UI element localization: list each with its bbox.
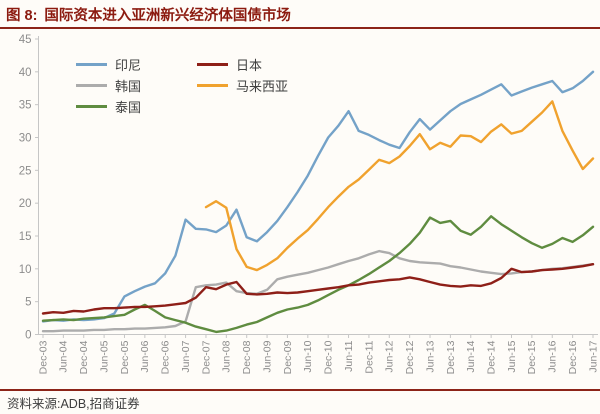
y-axis-tick-label: 30 [19,133,32,145]
legend-item-japan: 日本 [197,54,288,75]
x-axis-tick-label: Jun-17 [587,340,599,372]
y-axis-tick-label: 20 [19,198,32,210]
legend-item-malaysia: 马来西亚 [197,75,288,96]
legend-label-korea: 韩国 [115,79,142,94]
series-line-thailand [41,215,595,334]
x-axis-tick-label: Dec-10 [323,340,335,374]
chart-legend: 印尼韩国泰国 日本马来西亚 [76,54,288,117]
x-axis-tick-label: Jun-04 [58,340,70,372]
x-axis-tick-label: Dec-04 [78,340,90,374]
x-axis-tick-label: Jun-16 [547,340,559,372]
x-axis-tick-label: Jun-07 [180,340,192,372]
x-axis-tick-label: Jun-06 [139,340,151,372]
x-axis-tick-label: Jun-12 [384,340,396,372]
x-axis-tick-label: Dec-05 [119,340,131,374]
series-line-korea [41,249,595,333]
x-axis-tick-label: Dec-08 [241,340,253,374]
legend-item-indonesia: 印尼 [76,54,141,75]
series-line-indonesia [41,70,595,323]
x-axis-tick-label: Dec-15 [526,340,538,374]
figure-title: 国际资本进入亚洲新兴经济体国债市场 [44,8,291,24]
x-axis-tick-label: Dec-13 [445,340,457,374]
series-line-japan [41,263,595,315]
legend-item-korea: 韩国 [76,75,141,96]
legend-label-indonesia: 印尼 [115,58,142,73]
x-axis-tick-label: Dec-16 [567,340,579,374]
x-axis-tick-label: Dec-11 [363,340,375,373]
x-axis-tick-label: Jun-14 [465,340,477,372]
legend-label-japan: 日本 [236,58,263,73]
x-axis-tick-label: Dec-06 [160,340,172,374]
title-divider [0,27,600,29]
y-axis-tick-label: 0 [25,330,31,342]
y-axis-tick-label: 5 [25,297,31,309]
x-axis-tick-label: Dec-03 [37,340,49,374]
series-line-malaysia [204,100,595,272]
x-axis-tick-label: Dec-07 [200,340,212,374]
x-axis-tick-label: Dec-12 [404,340,416,374]
legend-label-malaysia: 马来西亚 [236,79,289,94]
x-axis-tick-label: Jun-09 [261,340,273,372]
x-axis-tick-label: Jun-10 [302,340,314,372]
y-axis-tick-label: 25 [19,165,32,177]
legend-swatch-japan [197,63,229,66]
x-axis-tick-label: Dec-09 [282,340,294,374]
page-title: 图 8: 国际资本进入亚洲新兴经济体国债市场 [6,4,291,25]
y-axis-tick-label: 35 [19,100,32,112]
x-axis-tick-label: Jun-15 [506,340,518,372]
legend-swatch-malaysia [197,84,229,87]
y-axis-tick-label: 45 [19,34,32,46]
legend-swatch-thailand [76,105,107,108]
line-chart-canvas: 0 5 10 15 20 25 30 35 40 45 Dec-03 Jun-04 Dec-04 Jun-… [19,34,600,374]
x-axis-tick-label: Jun-13 [424,340,436,372]
y-axis-tick-label: 15 [19,231,32,243]
footer-divider [0,389,600,391]
legend-label-thailand: 泰国 [115,100,142,115]
y-axis-tick-label: 10 [19,264,32,276]
y-axis-tick-label: 40 [19,67,32,79]
legend-swatch-indonesia [76,63,107,66]
figure-label: 图 8: [6,8,38,24]
x-axis-tick-label: Jun-08 [221,340,233,372]
x-axis-tick-label: Jun-05 [98,340,110,372]
data-source: 资料来源:ADB,招商证券 [7,397,140,411]
legend-swatch-korea [76,84,107,87]
legend-item-thailand: 泰国 [76,96,141,117]
x-axis-tick-label: Dec-14 [486,340,498,374]
x-axis-tick-label: Jun-11 [343,340,355,371]
